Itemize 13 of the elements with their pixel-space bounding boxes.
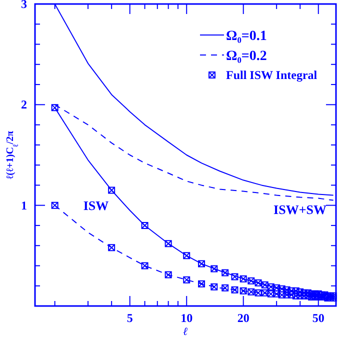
legend-label: Full ISW Integral (226, 68, 318, 82)
annotation: ISW (83, 198, 109, 213)
annotation: ISW+SW (274, 202, 326, 217)
x-tick-label: 5 (126, 311, 133, 325)
x-tick-label: 10 (180, 311, 193, 325)
y-tick-label: 2 (21, 98, 27, 112)
y-tick-label: 1 (21, 198, 27, 212)
legend-label: Ω₀=0.2 (226, 49, 267, 64)
x-axis-title: ℓ (183, 326, 188, 337)
x-tick-label: 50 (312, 311, 324, 325)
legend-label: Ω₀=0.1 (226, 29, 267, 44)
y-tick-label: 3 (21, 0, 27, 11)
x-tick-label: 20 (237, 311, 250, 325)
